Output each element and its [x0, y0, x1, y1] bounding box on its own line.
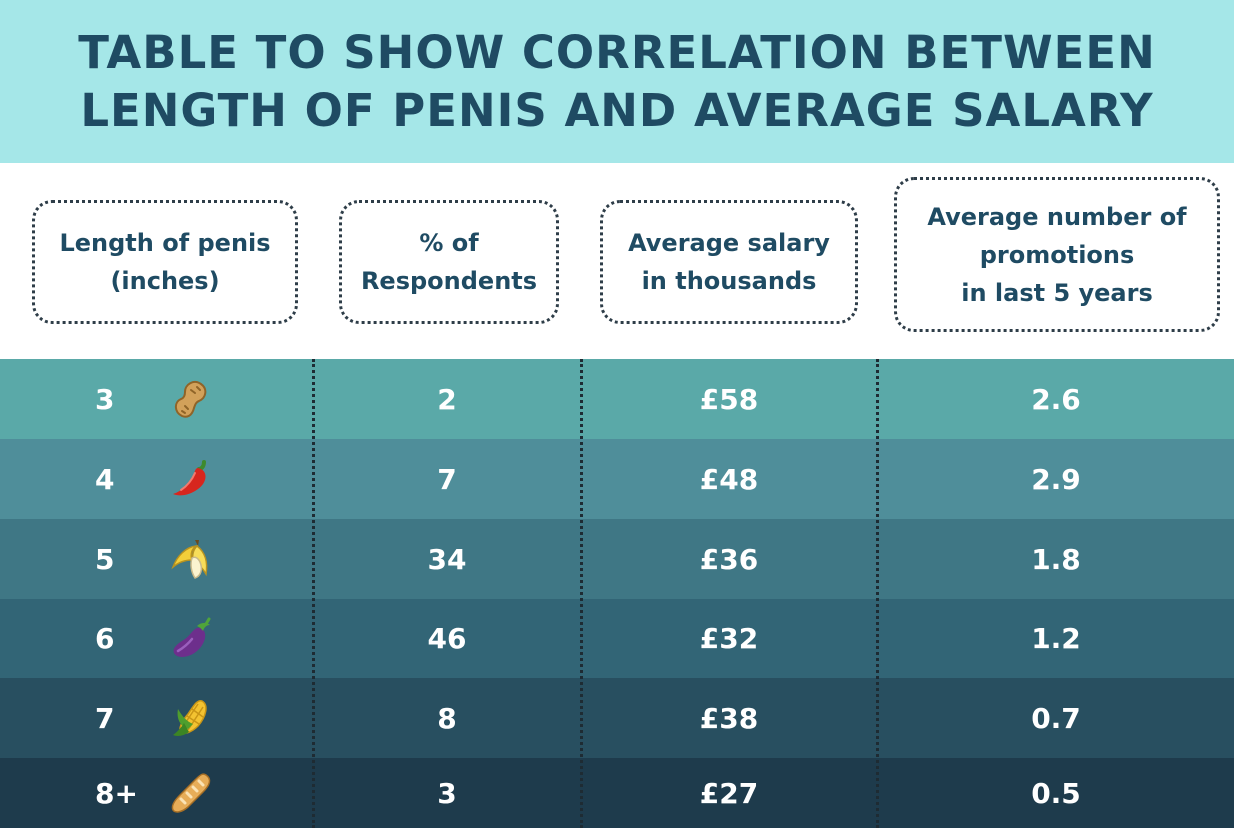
- row-respondents-value: 7: [437, 462, 457, 496]
- header-respondents-line-1: % of: [419, 229, 479, 257]
- row-salary-value: £38: [699, 701, 759, 735]
- table-row: 7 8 £38 0.7: [0, 678, 1234, 758]
- header-length-line-2: (inches): [110, 267, 220, 295]
- column-divider-2: [580, 359, 583, 828]
- chili-icon: [168, 456, 216, 502]
- table-row: 8+ 3 £27 0.5: [0, 758, 1234, 828]
- row-length-value: 5: [95, 542, 115, 576]
- header-promotions-line-1: Average number of: [927, 202, 1187, 231]
- row-salary-value: £27: [699, 776, 759, 810]
- row-promotions-value: 2.9: [1031, 462, 1081, 496]
- row-promotions-value: 1.8: [1031, 542, 1081, 576]
- row-length-value: 4: [95, 462, 115, 496]
- row-promotions-value: 2.6: [1031, 382, 1081, 416]
- header-salary-line-1: Average salary: [628, 229, 830, 257]
- row-salary-value: £36: [699, 542, 759, 576]
- header-promotions-line-2: promotions: [979, 240, 1135, 269]
- header-length: Length of penis (inches): [32, 200, 298, 324]
- chart-title-line-2: LENGTH OF PENIS AND AVERAGE SALARY: [80, 83, 1154, 137]
- row-salary-value: £58: [699, 382, 759, 416]
- column-divider-3: [876, 359, 879, 828]
- row-length-value: 3: [95, 382, 115, 416]
- chart-title-line-1: TABLE TO SHOW CORRELATION BETWEEN: [78, 25, 1156, 79]
- banana-icon: [168, 536, 216, 582]
- eggplant-icon: [168, 616, 216, 662]
- row-respondents-value: 2: [437, 382, 457, 416]
- row-respondents-value: 34: [427, 542, 467, 576]
- baguette-icon: [168, 770, 216, 816]
- row-promotions-value: 0.5: [1031, 776, 1081, 810]
- row-salary-value: £48: [699, 462, 759, 496]
- peanut-icon: [168, 376, 216, 422]
- header-length-line-1: Length of penis: [59, 229, 271, 257]
- row-promotions-value: 0.7: [1031, 701, 1081, 735]
- column-divider-1: [312, 359, 315, 828]
- corn-icon: [168, 695, 216, 741]
- table-body: 3 2 £58 2.6 4 7 £48 2.9 5 34 £36 1.8 6 46 £32 1.2 7 8 £38 0…: [0, 359, 1234, 828]
- row-promotions-value: 1.2: [1031, 622, 1081, 655]
- table-row: 5 34 £36 1.8: [0, 519, 1234, 599]
- header-salary: Average salary in thousands: [600, 200, 858, 324]
- header-salary-line-2: in thousands: [641, 267, 817, 295]
- table-row: 3 2 £58 2.6: [0, 359, 1234, 439]
- table-header: Length of penis (inches) % of Respondent…: [0, 163, 1234, 359]
- header-respondents: % of Respondents: [339, 200, 559, 324]
- title-banner: TABLE TO SHOW CORRELATION BETWEEN LENGTH…: [0, 0, 1234, 163]
- table-row: 6 46 £32 1.2: [0, 599, 1234, 678]
- row-length-value: 8+: [95, 776, 138, 810]
- row-salary-value: £32: [699, 622, 759, 655]
- row-respondents-value: 8: [437, 701, 457, 735]
- row-length-value: 7: [95, 701, 115, 735]
- row-respondents-value: 46: [427, 622, 467, 655]
- table-row: 4 7 £48 2.9: [0, 439, 1234, 519]
- header-promotions-line-3: in last 5 years: [961, 278, 1153, 307]
- row-length-value: 6: [95, 622, 115, 655]
- header-respondents-line-2: Respondents: [360, 267, 538, 295]
- row-respondents-value: 3: [437, 776, 457, 810]
- header-promotions: Average number of promotions in last 5 y…: [894, 177, 1220, 332]
